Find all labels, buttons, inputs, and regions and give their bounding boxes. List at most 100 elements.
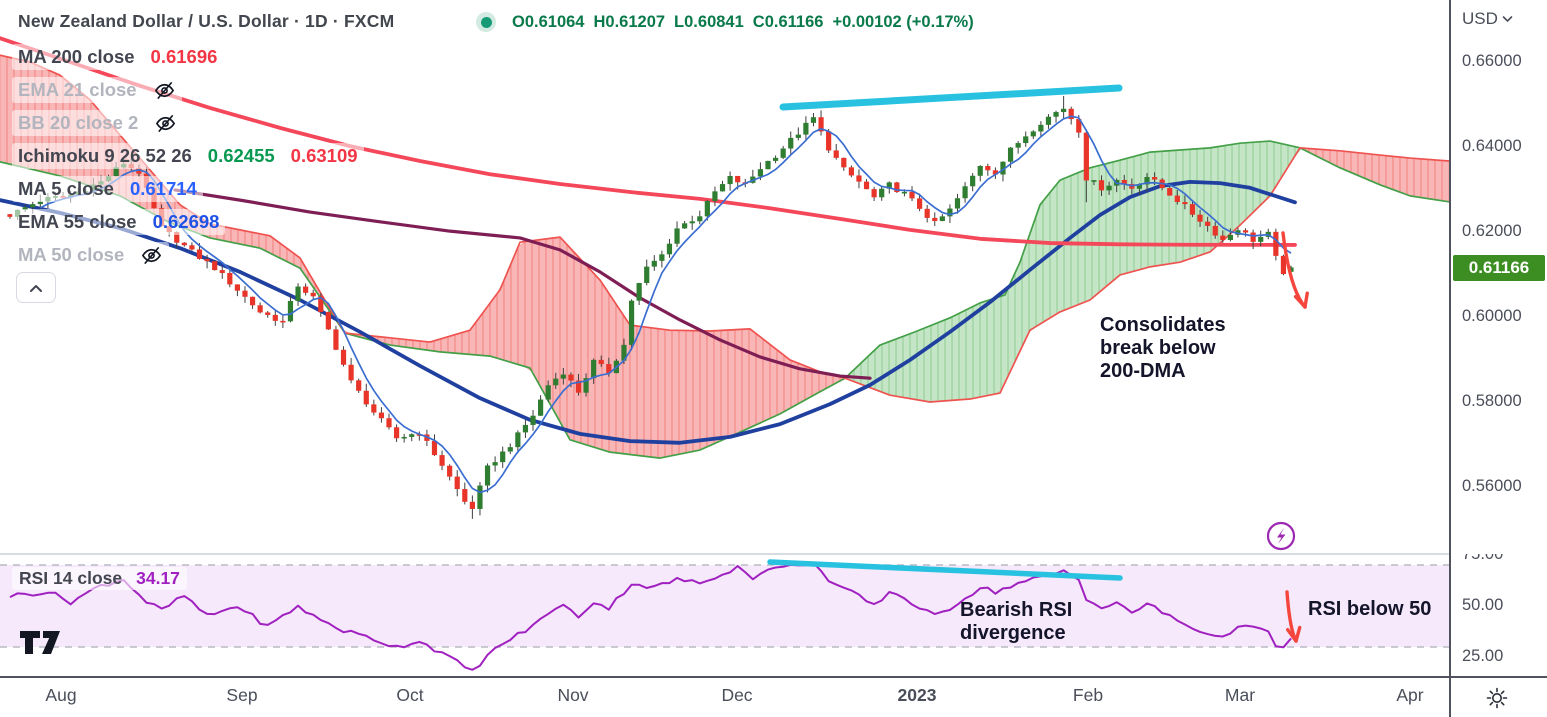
- ichimoku-cloud: [937, 319, 946, 402]
- legend-row-ma50[interactable]: MA 50 close: [12, 242, 170, 268]
- legend-row-ichimoku[interactable]: Ichimoku 9 26 52 26 0.62455 0.63109: [12, 143, 364, 169]
- arrow-drawing[interactable]: [1281, 231, 1309, 309]
- ichimoku-cloud: [559, 236, 568, 436]
- time-axis-border: [0, 676, 1547, 678]
- ichimoku-cloud: [1077, 169, 1086, 306]
- rsi-pane[interactable]: [0, 559, 1449, 671]
- ichimoku-cloud: [993, 295, 1002, 395]
- time-axis[interactable]: Aug Sep Oct Nov Dec 2023 Feb Mar Apr: [0, 677, 1449, 717]
- ichimoku-cloud: [713, 330, 722, 445]
- ichimoku-cloud: [1126, 155, 1135, 274]
- ichimoku-cloud: [909, 330, 918, 401]
- ichimoku-cloud: [664, 329, 673, 458]
- rsi-value: 34.17: [136, 568, 180, 588]
- tradingview-logo[interactable]: [19, 630, 61, 660]
- price-axis[interactable]: USD 0.66000 0.64000 0.62000 0.60000 0.58…: [1451, 0, 1547, 553]
- eye-hidden-icon[interactable]: [140, 244, 163, 267]
- legend-label: MA 50 close: [18, 244, 125, 265]
- ichimoku-cloud: [902, 333, 911, 400]
- rsi-tick: 75.00: [1462, 554, 1504, 563]
- ichimoku-cloud: [0, 54, 8, 165]
- eye-hidden-icon[interactable]: [153, 79, 176, 102]
- lightning-icon[interactable]: [1266, 521, 1296, 551]
- ichimoku-cloud: [1133, 154, 1142, 272]
- symbol-title[interactable]: New Zealand Dollar / U.S. Dollar · 1D · …: [18, 11, 395, 31]
- legend-row-bb20[interactable]: BB 20 close 2: [12, 110, 184, 136]
- legend-collapse-button[interactable]: [16, 272, 56, 303]
- annotation-bearish-divergence[interactable]: Bearish RSI divergence: [960, 599, 1073, 644]
- legend-row-ma200[interactable]: MA 200 close 0.61696: [12, 44, 224, 70]
- price-pane[interactable]: [0, 36, 1449, 551]
- ichimoku-cloud: [1259, 140, 1268, 207]
- legend-label: EMA 21 close: [18, 79, 137, 100]
- annotation-consolidates[interactable]: Consolidates break below 200-DMA: [1100, 314, 1226, 382]
- ichimoku-cloud: [1385, 155, 1394, 191]
- legend-label: EMA 55 close: [18, 211, 137, 232]
- ichimoku-cloud: [650, 327, 659, 459]
- price-trendline[interactable]: [779, 84, 1123, 111]
- ichimoku-cloud: [923, 324, 932, 403]
- eye-hidden-icon[interactable]: [154, 112, 177, 135]
- candlesticks: [7, 96, 1294, 519]
- ichimoku-cloud: [1427, 158, 1436, 201]
- ichimoku-cloud: [1350, 151, 1359, 177]
- currency-dropdown[interactable]: USD: [1462, 9, 1513, 29]
- legend-label: BB 20 close 2: [18, 112, 139, 133]
- currency-label: USD: [1462, 9, 1498, 28]
- chevron-up-icon: [30, 284, 42, 292]
- ichimoku-cloud: [538, 238, 547, 399]
- rsi-axis[interactable]: 75.00 50.00 25.00: [1451, 554, 1547, 676]
- ichimoku-cloud: [1000, 287, 1009, 392]
- axis-settings-gear-icon[interactable]: [1484, 685, 1510, 711]
- ichimoku-cloud: [741, 328, 750, 432]
- ohlc-high: H0.61207: [593, 13, 666, 31]
- ichimoku-cloud: [615, 302, 624, 455]
- ichimoku-cloud: [636, 325, 645, 457]
- legend-row-ma5[interactable]: MA 5 close 0.61714: [12, 176, 203, 202]
- ichimoku-cloud: [510, 246, 519, 365]
- time-label: Feb: [1072, 685, 1104, 705]
- ichimoku-cloud: [916, 327, 925, 402]
- legend-label: MA 5 close: [18, 178, 114, 199]
- last-price-badge: 0.61166: [1453, 255, 1545, 281]
- time-label: Dec: [721, 685, 753, 705]
- ichimoku-cloud: [1091, 165, 1100, 300]
- ma5-line: [39, 115, 1292, 494]
- price-tick: 0.64000: [1462, 137, 1522, 155]
- ichimoku-cloud: [1147, 151, 1156, 268]
- ichimoku-cloud: [769, 343, 778, 420]
- legend-value: 0.63109: [290, 145, 358, 166]
- legend-row-ema21[interactable]: EMA 21 close: [12, 77, 182, 103]
- arrow-drawing[interactable]: [1285, 590, 1302, 643]
- market-status-icon[interactable]: [476, 12, 496, 32]
- ichimoku-cloud: [1406, 157, 1415, 197]
- pane-divider[interactable]: [0, 553, 1449, 555]
- ichimoku-cloud: [251, 231, 260, 249]
- ichimoku-cloud: [1196, 147, 1205, 257]
- ichimoku-cloud: [1224, 143, 1233, 240]
- legend-row-ema55[interactable]: EMA 55 close 0.62698: [12, 209, 226, 235]
- ichimoku-cloud: [671, 329, 680, 457]
- rsi-tick: 50.00: [1462, 596, 1504, 614]
- ichimoku-kijun-line: [173, 188, 872, 380]
- ichimoku-cloud: [1168, 149, 1177, 265]
- annotation-rsi-below-50[interactable]: RSI below 50: [1308, 598, 1432, 620]
- ichimoku-cloud: [587, 266, 596, 449]
- price-tick: 0.60000: [1462, 307, 1522, 325]
- legend-label: Ichimoku 9 26 52 26: [18, 145, 192, 166]
- price-axis-border: [1449, 0, 1451, 717]
- rsi-band: [0, 565, 1449, 647]
- ichimoku-cloud: [874, 343, 883, 393]
- time-label: Mar: [1224, 685, 1256, 705]
- rsi-line: [9, 561, 1292, 671]
- price-tick: 0.58000: [1462, 392, 1522, 410]
- ichimoku-cloud: [678, 329, 687, 455]
- ichimoku-cloud: [979, 300, 988, 398]
- ichimoku-cloud: [622, 313, 631, 455]
- ichimoku-cloud: [223, 226, 232, 243]
- rsi-legend-row[interactable]: RSI 14 close 34.17: [12, 567, 187, 590]
- ichimoku-cloud: [1371, 153, 1380, 186]
- rsi-trendline[interactable]: [767, 559, 1123, 581]
